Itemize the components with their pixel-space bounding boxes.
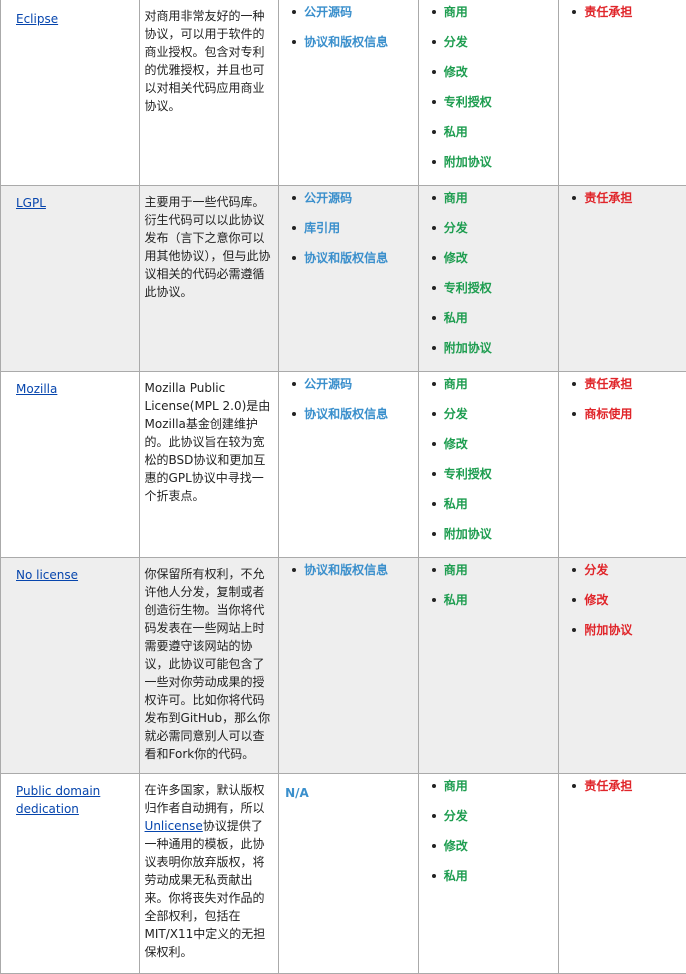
license-description: Mozilla Public License(MPL 2.0)是由Mozilla…: [140, 372, 279, 505]
license-description-cell: 你保留所有权利，不允许他人分发，复制或者创造衍生物。当你将代码发表在一些网站上时…: [139, 558, 279, 774]
condition-item: 公开源码: [279, 191, 418, 221]
license-description-cell: 主要用于一些代码库。衍生代码可以以此协议发布（言下之意你可以用其他协议），但与此…: [139, 186, 279, 372]
limitation-item: 责任承担: [559, 5, 686, 35]
limitation-item: 责任承担: [559, 779, 686, 809]
permission-item: 分发: [419, 407, 559, 437]
limitations-cell: 责任承担: [559, 0, 686, 186]
permission-item: 私用: [419, 593, 559, 623]
description-text: 在许多国家，默认版权归作者自动拥有，所以: [145, 783, 265, 815]
limitations-cell: 分发 修改 附加协议: [559, 558, 686, 774]
license-name-cell: LGPL: [1, 186, 140, 372]
permission-item: 修改: [419, 65, 559, 95]
limitation-item: 修改: [559, 593, 686, 623]
permission-item: 专利授权: [419, 281, 559, 311]
permission-item: 分发: [419, 809, 559, 839]
license-link-eclipse[interactable]: Eclipse: [1, 0, 58, 28]
table-row: Public domain dedication 在许多国家，默认版权归作者自动…: [1, 774, 686, 974]
table-row: No license 你保留所有权利，不允许他人分发，复制或者创造衍生物。当你将…: [1, 558, 686, 774]
permission-item: 附加协议: [419, 155, 559, 185]
permission-item: 专利授权: [419, 467, 559, 497]
limitation-item: 责任承担: [559, 191, 686, 221]
license-description: 主要用于一些代码库。衍生代码可以以此协议发布（言下之意你可以用其他协议），但与此…: [140, 186, 279, 301]
license-link-lgpl[interactable]: LGPL: [1, 186, 46, 212]
permission-item: 商用: [419, 377, 559, 407]
limitations-cell: 责任承担 商标使用: [559, 372, 686, 558]
license-description-cell: 对商用非常友好的一种协议，可以用于软件的商业授权。包含对专利的优雅授权，并且也可…: [139, 0, 279, 186]
limitations-cell: 责任承担: [559, 774, 686, 974]
permission-item: 附加协议: [419, 341, 559, 371]
limitation-item: 责任承担: [559, 377, 686, 407]
permission-item: 商用: [419, 5, 559, 35]
permission-item: 私用: [419, 869, 559, 899]
license-description: 在许多国家，默认版权归作者自动拥有，所以 Unlicense协议提供了一种通用的模…: [140, 774, 279, 961]
condition-item: 协议和版权信息: [279, 35, 418, 65]
permission-item: 私用: [419, 311, 559, 341]
condition-item: 协议和版权信息: [279, 251, 418, 281]
limitation-item: 商标使用: [559, 407, 686, 437]
table-row: Eclipse 对商用非常友好的一种协议，可以用于软件的商业授权。包含对专利的优…: [1, 0, 686, 186]
condition-item: 协议和版权信息: [279, 563, 418, 593]
license-link-public-domain[interactable]: Public domain dedication: [1, 774, 139, 818]
conditions-cell: N/A: [279, 774, 419, 974]
conditions-cell: 协议和版权信息: [279, 558, 419, 774]
permission-item: 商用: [419, 779, 559, 809]
description-text: 协议提供了一种通用的模板，此协议表明你放弃版权，将劳动成果无私贡献出来。你将丧失…: [145, 819, 266, 959]
conditions-cell: 公开源码 协议和版权信息: [279, 0, 419, 186]
permissions-cell: 商用 分发 修改 专利授权 私用 附加协议: [418, 372, 559, 558]
license-description: 对商用非常友好的一种协议，可以用于软件的商业授权。包含对专利的优雅授权，并且也可…: [140, 0, 279, 115]
license-name-cell: Public domain dedication: [1, 774, 140, 974]
condition-item: 库引用: [279, 221, 418, 251]
table-row: LGPL 主要用于一些代码库。衍生代码可以以此协议发布（言下之意你可以用其他协议…: [1, 186, 686, 372]
permission-item: 专利授权: [419, 95, 559, 125]
license-link-mozilla[interactable]: Mozilla: [1, 372, 57, 398]
license-description-cell: Mozilla Public License(MPL 2.0)是由Mozilla…: [139, 372, 279, 558]
license-description-cell: 在许多国家，默认版权归作者自动拥有，所以 Unlicense协议提供了一种通用的模…: [139, 774, 279, 974]
permission-item: 分发: [419, 221, 559, 251]
license-name-cell: Mozilla: [1, 372, 140, 558]
permission-item: 商用: [419, 191, 559, 221]
condition-item: 公开源码: [279, 5, 418, 35]
license-link-no-license[interactable]: No license: [1, 558, 78, 584]
condition-item: 公开源码: [279, 377, 418, 407]
license-description: 你保留所有权利，不允许他人分发，复制或者创造衍生物。当你将代码发表在一些网站上时…: [140, 558, 279, 763]
permission-item: 私用: [419, 497, 559, 527]
permission-item: 修改: [419, 437, 559, 467]
permission-item: 商用: [419, 563, 559, 593]
permissions-cell: 商用 分发 修改 专利授权 私用 附加协议: [418, 186, 559, 372]
conditions-cell: 公开源码 库引用 协议和版权信息: [279, 186, 419, 372]
permission-item: 分发: [419, 35, 559, 65]
permission-item: 修改: [419, 251, 559, 281]
unlicense-link[interactable]: Unlicense: [145, 819, 203, 833]
conditions-na: N/A: [279, 774, 418, 800]
permissions-cell: 商用 私用: [418, 558, 559, 774]
permission-item: 私用: [419, 125, 559, 155]
conditions-cell: 公开源码 协议和版权信息: [279, 372, 419, 558]
permissions-cell: 商用 分发 修改 专利授权 私用 附加协议: [418, 0, 559, 186]
permission-item: 修改: [419, 839, 559, 869]
permission-item: 附加协议: [419, 527, 559, 557]
license-name-cell: Eclipse: [1, 0, 140, 186]
permissions-cell: 商用 分发 修改 私用: [418, 774, 559, 974]
table-row: Mozilla Mozilla Public License(MPL 2.0)是…: [1, 372, 686, 558]
limitation-item: 分发: [559, 563, 686, 593]
condition-item: 协议和版权信息: [279, 407, 418, 437]
limitations-cell: 责任承担: [559, 186, 686, 372]
license-name-cell: No license: [1, 558, 140, 774]
limitation-item: 附加协议: [559, 623, 686, 653]
